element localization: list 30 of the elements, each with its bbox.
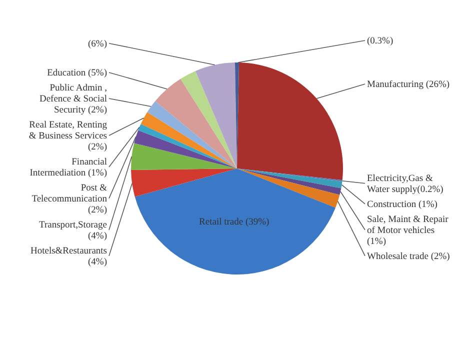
slice-label: Electricity,Gas & Water supply(0.2%) — [367, 174, 444, 195]
slice-label: Wholesale trade (2%) — [367, 252, 450, 262]
pie-slice — [140, 112, 237, 168]
pie-slice — [134, 130, 237, 168]
pie-slice — [138, 124, 237, 168]
slice-label: Retail trade (39%) — [199, 217, 270, 228]
pie-slice — [237, 168, 342, 195]
pie-slice — [131, 168, 237, 197]
slice-label: Sale, Maint & Repair of Motor vehicles (1%) — [367, 214, 450, 247]
pie-slice — [180, 70, 237, 168]
pie-slice — [155, 78, 237, 168]
slice-label: Post & Telecommunication (2%) — [32, 183, 108, 216]
pie-slice — [237, 168, 342, 188]
slice-label: Manufacturing (26%) — [367, 80, 450, 90]
slice-label: Education (5%) — [47, 68, 107, 78]
pie-slice — [237, 168, 340, 208]
pie-slice — [147, 101, 237, 168]
pie-slice — [134, 168, 336, 274]
slice-label: (0.3%) — [367, 36, 394, 47]
pie-slice — [195, 62, 237, 168]
slice-label: Transport,Storage (4%) — [39, 220, 107, 242]
pie-slice — [237, 62, 343, 180]
pie-slice — [131, 143, 237, 170]
slice-label: Construction (1%) — [367, 200, 438, 210]
slice-label: Public Admin , Defence & Social Security (2%) — [39, 83, 108, 116]
pie-slice — [237, 168, 342, 182]
slice-label: Financial Intermediation (1%) — [30, 157, 108, 178]
slice-label: Hotels&Restaurants (4%) — [30, 246, 108, 268]
slice-label: Real Estate, Renting & Business Services (2%) — [28, 120, 108, 152]
slice-label: (6%) — [88, 39, 107, 50]
